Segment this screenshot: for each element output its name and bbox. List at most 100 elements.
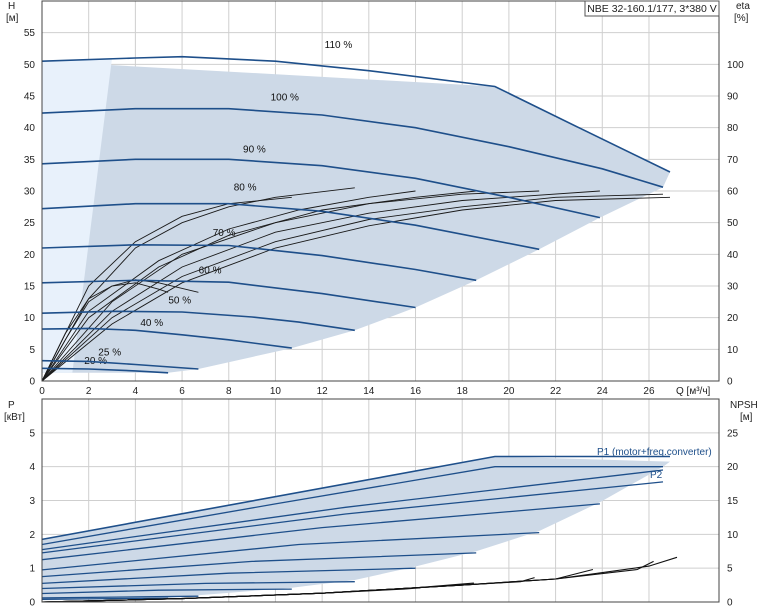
speed-curve-label: 40 % — [140, 318, 163, 329]
y-tick-label: 50 — [24, 60, 36, 71]
speed-curve-label: 100 % — [271, 92, 299, 103]
x-tick-label: 2 — [86, 386, 92, 397]
efficiency-curve — [41, 196, 671, 382]
y2-tick-label: 60 — [727, 187, 739, 198]
power-y-tick-label: 1 — [29, 564, 35, 575]
power-axis-title: P — [8, 400, 15, 411]
speed-curve — [41, 55, 671, 173]
speed-curve-label: 70 % — [213, 228, 236, 239]
y-tick-label: 15 — [24, 282, 36, 293]
y-tick-label: 35 — [24, 155, 36, 166]
npsh-axis-unit: [м] — [740, 412, 753, 423]
speed-curve-label: 80 % — [234, 182, 257, 193]
speed-curve-label: 90 % — [243, 144, 266, 155]
power-axis-unit: [кВт] — [4, 412, 25, 423]
x-tick-label: 26 — [643, 386, 655, 397]
npsh-tick-label: 5 — [727, 564, 733, 575]
y2-tick-label: 40 — [727, 250, 739, 261]
power-plot-frame — [41, 398, 720, 603]
power-plot: 0 1 2 3 4 5 0 5 10 15 20 25 P[кВт] NPSH[м] P1 (motor+f… — [4, 398, 758, 609]
speed-curve-label: 25 % — [98, 348, 121, 359]
model-label: NBE 32-160.1/177, 3*380 V — [587, 3, 717, 15]
y2-axis-title: eta — [736, 1, 750, 12]
x-tick-label: 14 — [363, 386, 375, 397]
y2-tick-label: 80 — [727, 123, 739, 134]
x-tick-label: 22 — [550, 386, 562, 397]
p1-label: P1 (motor+freq.converter) — [597, 447, 712, 458]
y2-tick-label: 50 — [727, 218, 739, 229]
power-curve — [41, 581, 355, 590]
low-flow-area — [42, 58, 113, 373]
x-tick-label: 24 — [597, 386, 609, 397]
y2-tick-label: 90 — [727, 92, 739, 103]
p2-label: P2 — [650, 470, 663, 481]
power-curve — [41, 531, 540, 571]
npsh-tick-label: 25 — [727, 428, 739, 439]
x-tick-label: 0 — [39, 386, 45, 397]
y-axis-title: H — [8, 1, 15, 12]
x-tick-label: 12 — [317, 386, 329, 397]
y-tick-label: 30 — [24, 187, 36, 198]
y-tick-label: 45 — [24, 92, 36, 103]
power-curve — [41, 552, 477, 578]
p1-limit-curve — [41, 455, 670, 541]
x-tick-label: 8 — [226, 386, 232, 397]
y-tick-label: 20 — [24, 250, 36, 261]
power-y-tick-label: 5 — [29, 428, 35, 439]
y-tick-label: 10 — [24, 313, 36, 324]
npsh-tick-label: 0 — [727, 598, 733, 609]
npsh-tick-label: 10 — [727, 530, 739, 541]
speed-curve — [41, 107, 664, 188]
y2-axis-unit: [%] — [734, 13, 749, 24]
power-curve — [41, 481, 664, 554]
speed-curve — [41, 367, 169, 374]
efficiency-curve — [41, 187, 355, 382]
y2-tick-label: 70 — [727, 155, 739, 166]
power-area — [42, 456, 670, 601]
power-y-tick-label: 4 — [29, 462, 35, 473]
speed-curve — [41, 202, 540, 251]
power-y-tick-label: 0 — [29, 598, 35, 609]
power-curve — [41, 466, 663, 546]
speed-curve — [41, 243, 477, 282]
y-tick-label: 40 — [24, 123, 36, 134]
power-curve — [41, 597, 169, 600]
power-curve — [41, 503, 600, 561]
y-tick-label: 55 — [24, 28, 36, 39]
y2-tick-label: 10 — [727, 345, 739, 356]
y2-tick-label: 20 — [727, 313, 739, 324]
speed-curve-label: 60 % — [199, 265, 222, 276]
y2-tick-label: 30 — [727, 282, 739, 293]
y-tick-label: 5 — [29, 345, 35, 356]
x-tick-label: 20 — [503, 386, 515, 397]
speed-curve-label: 50 % — [168, 296, 191, 307]
y-axis-unit: [м] — [6, 13, 19, 24]
power-y-tick-label: 3 — [29, 496, 35, 507]
efficiency-curve — [41, 190, 540, 382]
npsh-tick-label: 15 — [727, 496, 739, 507]
head-plot: 20 %25 %40 %50 %60 %70 %80 %90 %100 %110… — [6, 0, 750, 397]
x-tick-label: 16 — [410, 386, 422, 397]
y-tick-label: 25 — [24, 218, 36, 229]
speed-curve — [41, 310, 355, 332]
efficiency-curve — [41, 196, 292, 382]
x-axis-title: Q [м³/ч] — [676, 386, 711, 397]
npsh-axis-title: NPSH — [730, 400, 758, 411]
npsh-tick-label: 20 — [727, 462, 739, 473]
power-curve — [41, 567, 416, 585]
speed-curve — [41, 279, 416, 309]
speed-curve — [41, 158, 601, 219]
speed-curve — [41, 359, 199, 370]
text-layer: NBE 32-160.1/177, 3*380 V — [584, 0, 720, 17]
efficiency-curve — [41, 190, 477, 382]
x-tick-label: 6 — [179, 386, 185, 397]
x-tick-label: 10 — [270, 386, 282, 397]
speed-curve-label: 110 % — [325, 40, 353, 51]
power-y-tick-label: 2 — [29, 530, 35, 541]
model-label-box — [584, 0, 720, 17]
power-curve — [41, 595, 199, 599]
y2-tick-label: 100 — [727, 60, 744, 71]
power-curve — [41, 588, 292, 595]
